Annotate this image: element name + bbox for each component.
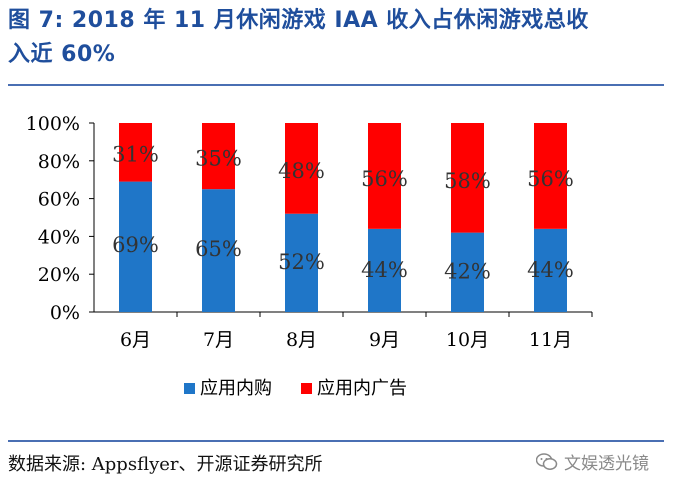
chart-title: 图 7: 2018 年 11 月休闲游戏 IAA 收入占休闲游戏总收 入近 60… [8, 4, 668, 72]
source-divider [8, 440, 664, 442]
bar-iap [534, 228, 567, 312]
x-tick-label: 8月 [286, 329, 317, 351]
watermark: 文娱透光镜 [536, 449, 649, 474]
bar-ads [285, 123, 318, 214]
x-tick-label: 11月 [529, 329, 572, 351]
legend-label: 应用内广告 [317, 378, 407, 399]
x-tick-label: 10月 [446, 329, 489, 351]
x-tick-label: 7月 [203, 329, 234, 351]
bar-iap [202, 189, 235, 312]
wechat-icon [536, 452, 558, 470]
legend-swatch [184, 383, 195, 394]
x-tick-label: 6月 [120, 329, 151, 351]
legend-label: 应用内购 [200, 378, 272, 399]
title-line-2: 入近 60% [8, 42, 116, 67]
chart-frame: 0% 20% 40% 60% 80% 100% 69% 31% 6月 65% 35% 7月 52% 48%… [8, 96, 664, 416]
data-label: 52% [278, 250, 325, 274]
legend-swatch [301, 383, 312, 394]
stacked-bar-chart: 0% 20% 40% 60% 80% 100% 69% 31% 6月 65% 35% 7月 52% 48%… [26, 113, 593, 399]
data-label: 56% [527, 167, 574, 191]
data-label: 58% [444, 169, 491, 193]
data-label: 56% [361, 167, 408, 191]
bar-ads [534, 123, 567, 229]
bar-ads [451, 123, 484, 233]
y-tick-label: 20% [38, 264, 80, 286]
bar-ads [119, 123, 152, 182]
bar-ads [368, 123, 401, 229]
bar-ads [202, 123, 235, 190]
data-label: 69% [112, 233, 159, 257]
data-label: 44% [361, 258, 408, 282]
data-label: 44% [527, 258, 574, 282]
data-label: 35% [195, 146, 242, 170]
bar-iap [368, 228, 401, 312]
title-line-1: 图 7: 2018 年 11 月休闲游戏 IAA 收入占休闲游戏总收 [8, 8, 589, 33]
bar-iap [285, 213, 318, 312]
data-label: 48% [278, 159, 325, 183]
y-tick-label: 0% [50, 302, 80, 324]
y-tick-label: 100% [26, 113, 80, 135]
data-label: 31% [112, 142, 159, 166]
y-tick-label: 80% [38, 151, 80, 173]
bar-iap [451, 232, 484, 312]
source-note: 数据来源: Appsflyer、开源证券研究所 [8, 454, 323, 475]
watermark-text: 文娱透光镜 [564, 454, 649, 474]
x-tick-label: 9月 [369, 329, 400, 351]
data-label: 65% [195, 237, 242, 261]
title-divider [8, 84, 664, 86]
y-tick-label: 60% [38, 189, 80, 211]
bar-iap [119, 181, 152, 312]
y-tick-label: 40% [38, 226, 80, 248]
data-label: 42% [444, 260, 491, 284]
